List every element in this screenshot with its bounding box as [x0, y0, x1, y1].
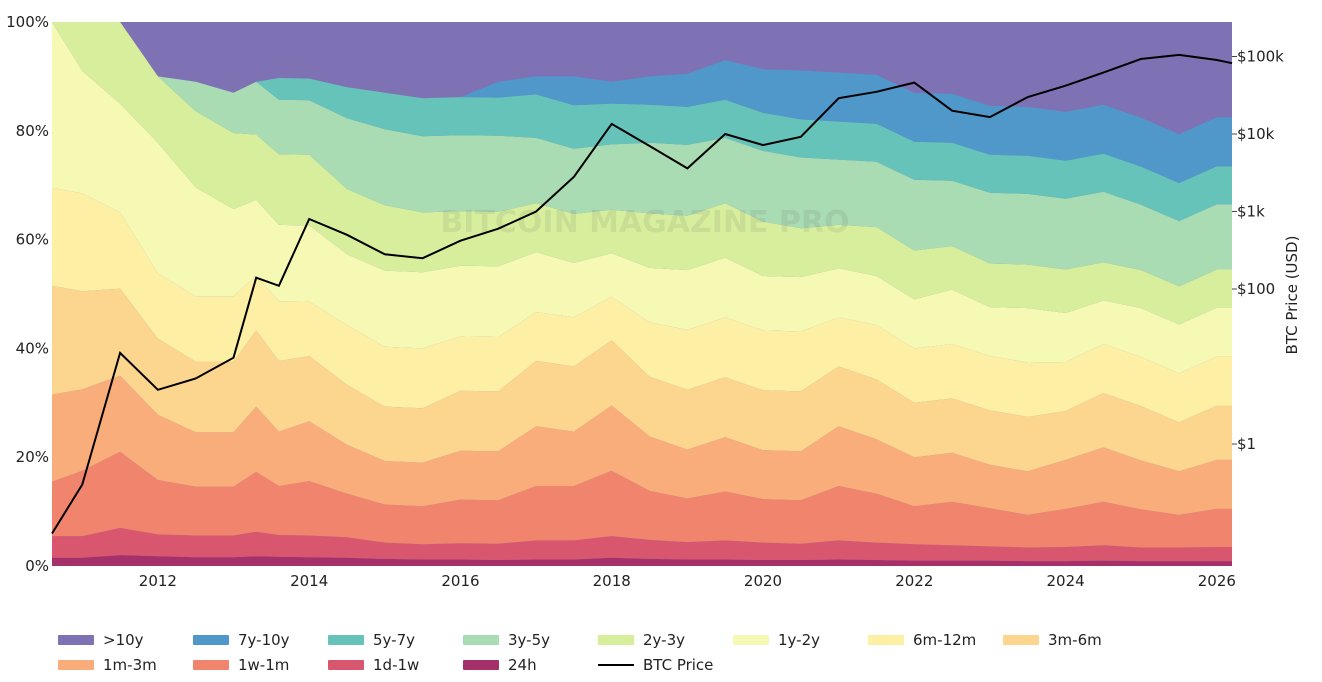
area-1m-3m: [52, 375, 1232, 515]
x-tick-label: 2016: [441, 572, 479, 590]
legend-swatch: [58, 660, 94, 670]
legend-item[interactable]: >10y: [58, 628, 144, 652]
legend-label: BTC Price: [643, 656, 714, 674]
legend-label: 7y-10y: [238, 631, 290, 649]
legend-row: >10y 7y-10y 5y-7y 3y-5y 2y-3y 1y-2y 6m-12m 3m-6…: [58, 628, 1258, 653]
x-tick-label: 2018: [593, 572, 631, 590]
x-tick-label: 2020: [744, 572, 782, 590]
y-tick-label: 0%: [25, 557, 49, 575]
area-7y-10y: [52, 22, 1232, 183]
legend-swatch: [328, 635, 364, 645]
area-2y-3y: [52, 22, 1232, 325]
legend-item[interactable]: 3m-6m: [1003, 628, 1102, 652]
legend-label: 1y-2y: [778, 631, 820, 649]
legend-item[interactable]: 1y-2y: [733, 628, 820, 652]
legend-swatch: [463, 660, 499, 670]
y-right-tick-label: $10k: [1237, 125, 1275, 143]
legend-item[interactable]: 6m-12m: [868, 628, 976, 652]
legend-label: 5y-7y: [373, 631, 415, 649]
area-1y-2y: [52, 22, 1232, 374]
y-right-tick-label: $100k: [1237, 48, 1284, 66]
legend-label: 1w-1m: [238, 656, 290, 674]
legend-item[interactable]: 1m-3m: [58, 653, 157, 677]
y-left-axis: 0% 20% 40% 60% 80% 100%: [6, 13, 49, 575]
legend-label: 3m-6m: [1048, 631, 1102, 649]
area-24h: [52, 555, 1232, 566]
legend-item[interactable]: 2y-3y: [598, 628, 685, 652]
y-tick-label: 80%: [16, 122, 49, 140]
legend-label: 24h: [508, 656, 537, 674]
legend-label: 6m-12m: [913, 631, 977, 649]
y-tick-label: 40%: [16, 339, 49, 357]
y-tick-label: 60%: [16, 231, 49, 249]
legend-label: 1m-3m: [103, 656, 157, 674]
legend-swatch: [328, 660, 364, 670]
legend-item[interactable]: 5y-7y: [328, 628, 415, 652]
x-axis: 2012 2014 2016 2018 2020 2022 2024 2026: [139, 572, 1236, 590]
area-5y-7y: [52, 22, 1232, 222]
y-tick-label: 100%: [6, 13, 49, 31]
legend-label: 2y-3y: [643, 631, 685, 649]
legend-item[interactable]: BTC Price: [598, 653, 713, 677]
area-6m-12m: [52, 187, 1232, 423]
y-right-tick-label: $1k: [1237, 203, 1265, 221]
legend-swatch: [733, 635, 769, 645]
y-right-axis: $1 $100 $1k $10k $100k: [1232, 48, 1284, 453]
legend-swatch: [463, 635, 499, 645]
legend-label: >10y: [103, 631, 144, 649]
legend-label: 3y-5y: [508, 631, 550, 649]
legend-item[interactable]: 7y-10y: [193, 628, 290, 652]
legend-swatch: [1003, 635, 1039, 645]
x-tick-label: 2024: [1046, 572, 1084, 590]
x-tick-label: 2012: [139, 572, 177, 590]
legend: >10y 7y-10y 5y-7y 3y-5y 2y-3y 1y-2y 6m-12m 3m-6…: [58, 628, 1258, 678]
y-right-tick-label: $1: [1237, 435, 1256, 453]
watermark: BITCOIN MAGAZINE PRO: [440, 205, 849, 240]
x-tick-label: 2022: [895, 572, 933, 590]
legend-item[interactable]: 1w-1m: [193, 653, 289, 677]
area-3y-5y: [52, 22, 1232, 287]
btc-price-line: [51, 53, 1233, 535]
area-1d-1w: [52, 527, 1232, 562]
legend-row: 1m-3m 1w-1m 1d-1w 24h BTC Price: [58, 653, 1258, 678]
legend-swatch: [58, 635, 94, 645]
legend-swatch: [193, 635, 229, 645]
legend-item[interactable]: 24h: [463, 653, 537, 677]
legend-item[interactable]: 1d-1w: [328, 653, 419, 677]
y-right-tick-label: $100: [1237, 280, 1275, 298]
y-right-axis-label: BTC Price (USD): [1283, 236, 1301, 355]
x-tick-label: 2014: [290, 572, 328, 590]
legend-swatch: [598, 664, 634, 666]
x-tick-label: 2026: [1198, 572, 1236, 590]
legend-swatch: [193, 660, 229, 670]
legend-swatch: [868, 635, 904, 645]
legend-swatch: [598, 635, 634, 645]
legend-label: 1d-1w: [373, 656, 420, 674]
watermark-text: BITCOIN MAGAZINE PRO: [440, 205, 849, 240]
stacked-areas: [52, 22, 1232, 566]
legend-item[interactable]: 3y-5y: [463, 628, 550, 652]
y-tick-label: 20%: [16, 448, 49, 466]
area-1w-1m: [52, 451, 1232, 548]
area-3m-6m: [52, 285, 1232, 472]
